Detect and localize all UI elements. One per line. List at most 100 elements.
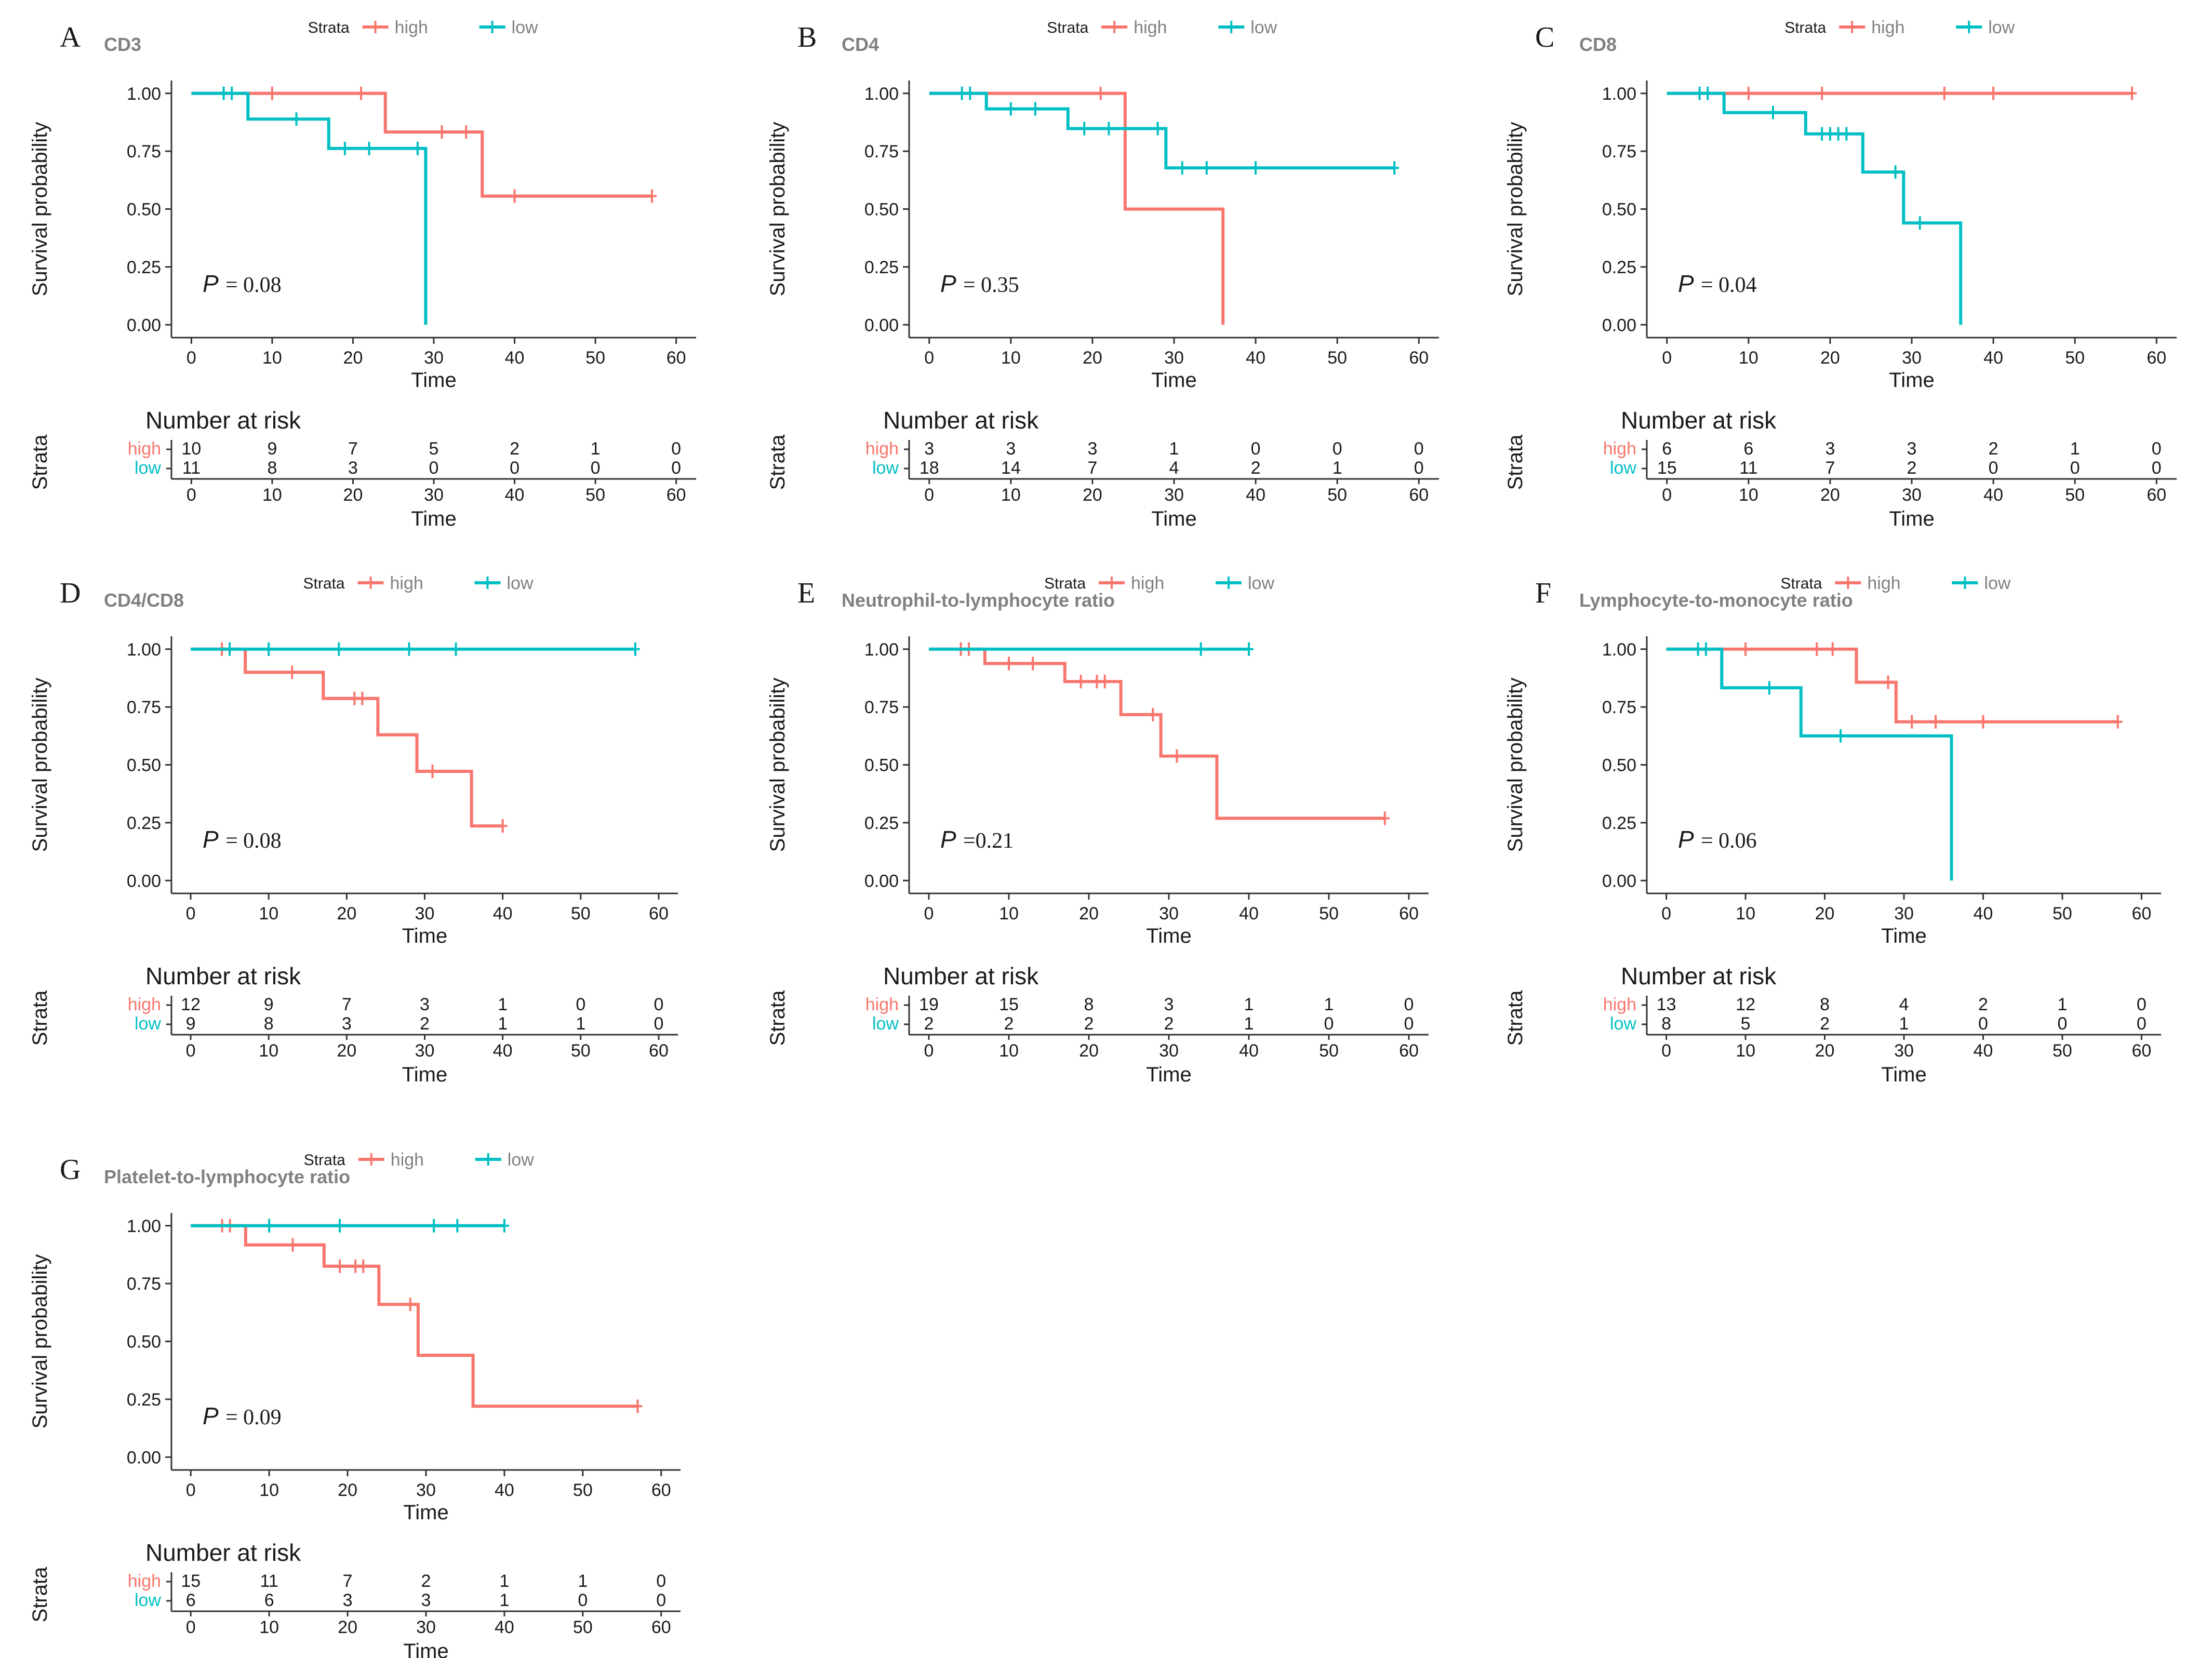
risk-x-tick-label: 40	[1239, 1041, 1259, 1061]
y-tick-label: 0.75	[864, 698, 899, 717]
risk-count: 0	[656, 1590, 666, 1610]
y-tick-label: 1.00	[1602, 84, 1636, 104]
x-axis-label: Time	[402, 925, 447, 947]
y-tick-label: 0.00	[127, 1448, 161, 1467]
risk-row-label-low: low	[872, 458, 899, 478]
risk-x-tick-label: 40	[1246, 485, 1265, 505]
x-tick-label: 60	[649, 904, 669, 924]
x-tick-label: 30	[1159, 904, 1179, 924]
risk-row-label-high: high	[128, 995, 161, 1014]
y-tick-label: 0.50	[1602, 200, 1636, 220]
pvalue-label: P	[1678, 270, 1694, 297]
x-tick-label: 10	[259, 904, 278, 924]
risk-count: 0	[1251, 439, 1261, 459]
pvalue-label: P	[203, 270, 219, 297]
risk-count: 0	[1324, 1014, 1334, 1034]
risk-count: 6	[1662, 439, 1672, 459]
risk-table-title: Number at risk	[883, 962, 1039, 990]
risk-count: 15	[181, 1571, 201, 1591]
x-tick-label: 60	[1409, 348, 1429, 368]
x-tick-label: 60	[651, 1480, 671, 1500]
risk-x-tick-label: 20	[1815, 1041, 1835, 1061]
pvalue-text: = 0.06	[1701, 829, 1757, 853]
pvalue-label: P	[203, 1402, 219, 1429]
legend-title: Strata	[304, 1152, 345, 1169]
risk-count: 1	[2070, 439, 2080, 459]
y-tick-label: 0.75	[1602, 142, 1636, 162]
risk-count: 0	[510, 458, 519, 478]
risk-count: 0	[2057, 1014, 2067, 1034]
legend-label-high: high	[390, 573, 423, 593]
risk-row-label-low: low	[135, 1590, 161, 1610]
risk-x-tick-label: 20	[1820, 485, 1840, 505]
risk-count: 3	[343, 1590, 353, 1610]
risk-count: 2	[1989, 439, 1998, 459]
risk-count: 0	[654, 1014, 663, 1034]
x-tick-label: 40	[1974, 904, 1993, 924]
legend-title: Strata	[1784, 19, 1826, 36]
x-tick-label: 20	[1820, 348, 1840, 368]
risk-count: 14	[1001, 458, 1021, 478]
risk-row-label-low: low	[872, 1014, 899, 1034]
x-tick-label: 50	[2065, 348, 2085, 368]
y-tick-label: 0.50	[127, 1332, 161, 1352]
risk-count: 1	[1244, 995, 1254, 1014]
risk-count: 0	[1414, 439, 1424, 459]
risk-x-tick-label: 60	[649, 1041, 669, 1061]
risk-x-tick-label: 20	[343, 485, 363, 505]
risk-count: 0	[1414, 458, 1424, 478]
risk-count: 1	[1332, 458, 1342, 478]
x-tick-label: 20	[337, 904, 356, 924]
risk-x-tick-label: 50	[573, 1617, 593, 1637]
risk-count: 0	[1404, 1014, 1414, 1034]
risk-count: 1	[591, 439, 601, 459]
risk-count: 5	[429, 439, 439, 459]
y-tick-label: 1.00	[127, 640, 161, 660]
x-tick-label: 50	[1319, 904, 1339, 924]
risk-count: 1	[498, 1014, 508, 1034]
legend-title: Strata	[1047, 19, 1088, 36]
x-tick-label: 0	[924, 904, 934, 924]
y-tick-label: 0.50	[864, 200, 899, 220]
risk-x-tick-label: 10	[259, 1617, 279, 1637]
y-axis-label: Survival probability	[766, 678, 789, 852]
risk-x-tick-label: 50	[571, 1041, 591, 1061]
panel-letter: A	[60, 21, 81, 54]
risk-row-label-low: low	[135, 1014, 161, 1034]
y-axis-label: Survival probability	[1504, 122, 1527, 297]
risk-count: 2	[420, 1014, 430, 1034]
risk-count: 9	[186, 1014, 196, 1034]
x-tick-label: 40	[495, 1480, 514, 1500]
survival-curve-high	[191, 91, 652, 198]
risk-count: 13	[1657, 995, 1676, 1014]
risk-table-xlabel: Time	[402, 1063, 447, 1086]
survival-curve-high	[191, 647, 503, 828]
y-tick-label: 0.00	[864, 871, 899, 891]
panel-letter: F	[1535, 577, 1551, 609]
y-tick-label: 0.75	[127, 142, 161, 162]
risk-table-title: Number at risk	[145, 1539, 301, 1566]
risk-count: 0	[2070, 458, 2080, 478]
risk-table-ylabel: Strata	[29, 434, 51, 490]
risk-count: 0	[656, 1571, 666, 1591]
pvalue-text: = 0.04	[1701, 273, 1757, 297]
risk-count: 7	[343, 1571, 353, 1591]
x-axis-label: Time	[1889, 369, 1934, 392]
x-tick-label: 60	[667, 348, 686, 368]
panel-letter: B	[797, 21, 817, 54]
risk-count: 7	[348, 439, 358, 459]
risk-x-tick-label: 60	[667, 485, 686, 505]
risk-count: 15	[1657, 458, 1677, 478]
y-tick-label: 1.00	[864, 84, 899, 104]
x-tick-label: 10	[999, 904, 1019, 924]
legend-label-high: high	[1131, 573, 1164, 593]
x-tick-label: 10	[1001, 348, 1021, 368]
risk-x-tick-label: 40	[1974, 1041, 1993, 1061]
risk-count: 0	[591, 458, 601, 478]
x-axis-label: Time	[411, 369, 456, 392]
survival-curve-low	[1666, 647, 1953, 881]
risk-count: 1	[499, 1590, 509, 1610]
y-tick-label: 0.75	[127, 698, 161, 717]
